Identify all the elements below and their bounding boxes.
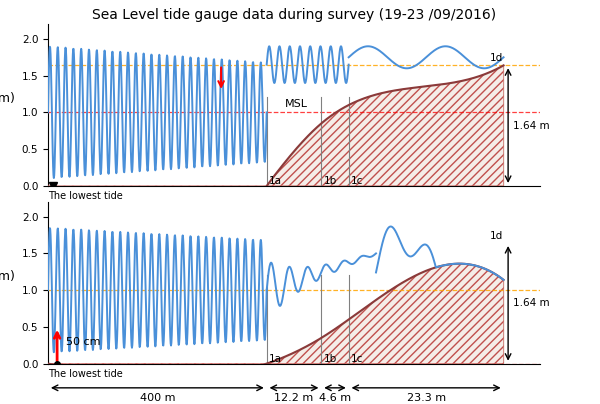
Text: 1a: 1a bbox=[269, 354, 282, 364]
Text: The lowest tide: The lowest tide bbox=[48, 191, 123, 201]
Title: Sea Level tide gauge data during survey (19-23 /09/2016): Sea Level tide gauge data during survey … bbox=[92, 8, 496, 22]
Text: 4.6 m: 4.6 m bbox=[319, 393, 351, 403]
Text: 400 m: 400 m bbox=[140, 215, 175, 225]
Text: The lowest tide: The lowest tide bbox=[48, 369, 123, 379]
Text: 12.2 m: 12.2 m bbox=[274, 215, 314, 225]
Text: 23.3 m: 23.3 m bbox=[407, 393, 446, 403]
Text: 50 cm: 50 cm bbox=[66, 337, 101, 347]
Text: 12.2 m: 12.2 m bbox=[274, 393, 314, 403]
Text: 1.64 m: 1.64 m bbox=[512, 299, 549, 308]
Text: MSL: MSL bbox=[285, 99, 308, 109]
Text: 23.3 m: 23.3 m bbox=[407, 215, 446, 225]
Text: 4.6 m: 4.6 m bbox=[319, 215, 351, 225]
Text: 1c: 1c bbox=[351, 354, 364, 364]
Y-axis label: (m): (m) bbox=[0, 270, 16, 283]
Text: 1d: 1d bbox=[490, 53, 503, 63]
Text: 400 m: 400 m bbox=[140, 393, 175, 403]
Text: 1c: 1c bbox=[351, 177, 364, 186]
Text: 1b: 1b bbox=[323, 354, 337, 364]
Text: 1a: 1a bbox=[269, 177, 282, 186]
Text: 1.64 m: 1.64 m bbox=[512, 121, 549, 130]
Text: 1b: 1b bbox=[323, 177, 337, 186]
Text: 1d: 1d bbox=[490, 231, 503, 241]
Y-axis label: (m): (m) bbox=[0, 92, 16, 105]
